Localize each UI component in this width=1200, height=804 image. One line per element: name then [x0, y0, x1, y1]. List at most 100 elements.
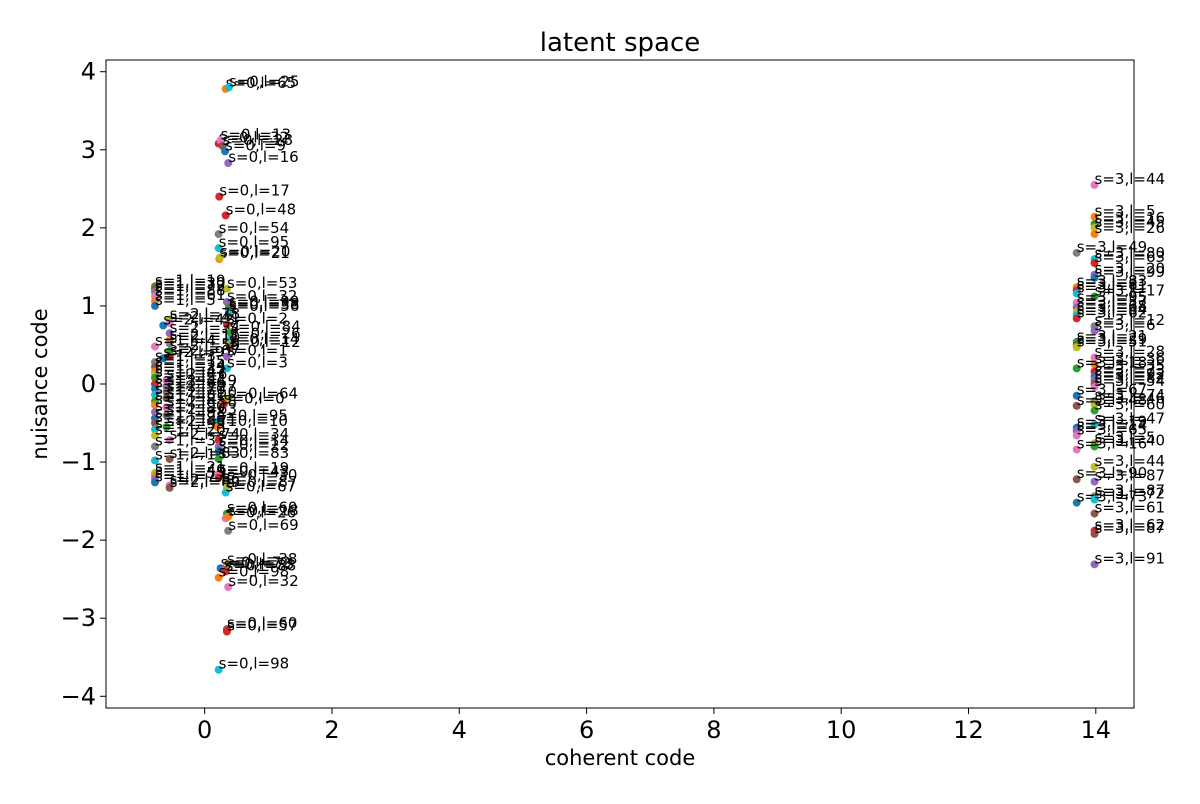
data-point-label: s=0,l=10 — [217, 412, 288, 430]
data-point — [1090, 383, 1099, 392]
data-point-label: s=0,l=17 — [219, 182, 290, 200]
data-point-label: s=0,l=98 — [219, 655, 290, 673]
data-point — [224, 159, 233, 168]
data-point — [213, 417, 222, 426]
data-point-label: s=3,l=20 — [1095, 260, 1166, 278]
data-point-label: s=1,l=61 — [155, 286, 226, 304]
data-point-label: s=3,l=17 — [1095, 282, 1166, 300]
data-point — [1090, 180, 1099, 189]
data-point-label: s=0,l=84 — [230, 317, 301, 335]
data-point-label: s=3,l=72 — [1095, 485, 1166, 503]
data-point-label: s=1,l=90 — [155, 397, 226, 415]
data-point — [214, 454, 223, 463]
data-point — [1090, 292, 1099, 301]
data-point-label: s=3,l=16 — [1077, 435, 1148, 453]
data-point — [162, 376, 171, 385]
data-point — [222, 476, 231, 485]
data-point-label: s=3,l=36 — [1095, 349, 1166, 367]
data-point-label: s=0,l=32 — [227, 287, 298, 305]
data-point-label: s=1,l=66 — [155, 374, 226, 392]
data-point — [165, 352, 174, 361]
data-point — [224, 512, 233, 521]
data-point-label: s=3,l=61 — [1095, 499, 1166, 517]
data-point-label: s=1,l=72 — [155, 277, 226, 295]
data-point-label: s=1,l=21 — [155, 458, 226, 476]
data-point — [1090, 353, 1099, 362]
data-point-label: s=3,l=44 — [1095, 170, 1166, 188]
data-point-label: s=0,l=20 — [220, 243, 291, 261]
data-point-label: s=0,l=19 — [219, 459, 290, 477]
data-point-label: s=3,l=80 — [1095, 244, 1166, 262]
data-point-label: s=1,l=33 — [155, 360, 226, 378]
data-point-label: s=2,l=89 — [170, 473, 241, 491]
data-point — [151, 419, 160, 428]
data-point-label: s=2,l=86 — [170, 470, 241, 488]
data-point-label: s=3,l=60 — [1095, 396, 1166, 414]
data-point-label: s=3,l=62 — [1095, 516, 1166, 534]
data-point — [221, 567, 230, 576]
data-point-label: s=0,l=34 — [219, 425, 290, 443]
data-point — [222, 284, 231, 293]
data-point-label: s=2,l=83 — [170, 444, 241, 462]
data-point — [1090, 230, 1099, 239]
data-point — [1072, 498, 1081, 507]
data-point — [1090, 462, 1099, 471]
data-point-label: s=0,l=48 — [226, 200, 297, 218]
y-tick-label: 1 — [81, 292, 96, 320]
data-point — [162, 394, 171, 403]
data-point — [221, 147, 230, 156]
data-point-label: s=2,l=63 — [166, 400, 237, 418]
data-point-label: s=1,l=88 — [155, 282, 226, 300]
data-point-label: s=1,l=5 — [155, 291, 216, 309]
data-point-label: s=1,l=24 — [155, 357, 226, 375]
data-point-label: s=0,l=26 — [230, 324, 301, 342]
data-point-label: s=2,l=78 — [170, 305, 241, 323]
data-point-label: s=1,l=81 — [155, 386, 226, 404]
data-point-label: s=2,l=11 — [170, 325, 241, 343]
data-point-label: s=0,l=73 — [224, 555, 295, 573]
data-point — [151, 478, 160, 487]
data-point-label: s=0,l=18 — [228, 502, 299, 520]
data-point — [151, 401, 160, 410]
data-point — [165, 339, 174, 348]
data-point-label: s=0,l=16 — [228, 148, 299, 166]
data-point — [214, 230, 223, 239]
data-point — [1072, 343, 1081, 352]
data-point-label: s=0,l=25 — [229, 72, 300, 90]
y-tick-label: −2 — [61, 526, 96, 554]
data-point-label: s=0,l=57 — [227, 616, 298, 634]
x-tick-label: 0 — [197, 716, 212, 744]
data-point — [1072, 289, 1081, 298]
data-point-label: s=1,l=19 — [155, 271, 226, 289]
data-point — [214, 665, 223, 674]
data-point — [1072, 364, 1081, 373]
data-point-label: s=0,l=1 — [227, 342, 288, 360]
data-point — [1090, 477, 1099, 486]
data-point-label: s=3,l=68 — [1077, 297, 1148, 315]
data-point-label: s=2,l=42 — [163, 310, 234, 328]
data-point-label: s=0,l=87 — [227, 473, 298, 491]
data-point-label: s=3,l=73 — [1095, 361, 1166, 379]
data-point-label: s=1,l=52 — [155, 369, 226, 387]
data-point-label: s=3,l=35 — [1095, 357, 1166, 375]
data-point — [151, 342, 160, 351]
data-point-label: s=3,l=5 — [1095, 202, 1156, 220]
y-axis: 4 3 2 1 0 −1 −2 −3 −4 — [61, 58, 106, 710]
data-point-label: s=2,l=50 — [166, 383, 237, 401]
data-point-label: s=3,l=83 — [1077, 272, 1148, 290]
data-point — [1090, 400, 1099, 409]
data-point — [1072, 431, 1081, 440]
data-point — [224, 526, 233, 535]
data-point-label: s=3,l=21 — [1077, 327, 1148, 345]
data-point — [1072, 391, 1081, 400]
data-point-label: s=1,l=93 — [155, 403, 226, 421]
data-point — [226, 344, 235, 353]
data-point-label: s=0,l=72 — [221, 553, 292, 571]
data-point-label: s=3,l=16 — [1095, 209, 1166, 227]
data-point-label: s=3,l=47 — [1095, 410, 1166, 428]
x-tick-label: 12 — [953, 716, 984, 744]
data-point — [151, 390, 160, 399]
data-point-label: s=0,l=26 — [226, 503, 297, 521]
data-point — [151, 384, 160, 393]
